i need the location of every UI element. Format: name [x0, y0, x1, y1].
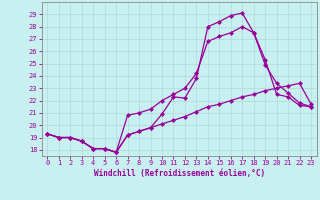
X-axis label: Windchill (Refroidissement éolien,°C): Windchill (Refroidissement éolien,°C) [94, 169, 265, 178]
